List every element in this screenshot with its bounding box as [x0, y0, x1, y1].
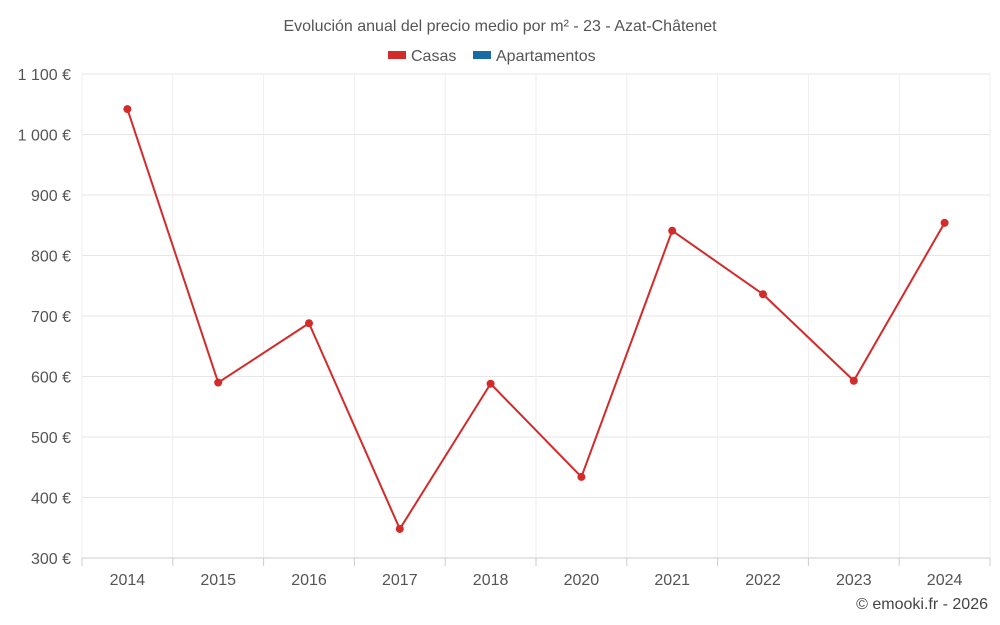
- legend-swatch-apartamentos: [473, 51, 491, 59]
- x-tick-label: 2020: [564, 572, 600, 589]
- credit-text: © emooki.fr - 2026: [856, 596, 988, 613]
- data-point-casas-2023[interactable]: [849, 376, 858, 385]
- y-tick-label: 300 €: [31, 551, 71, 568]
- data-point-casas-2024[interactable]: [940, 218, 949, 227]
- data-point-casas-2014[interactable]: [123, 105, 132, 114]
- grid: [81, 73, 991, 558]
- y-tick-label: 900 €: [31, 188, 71, 205]
- x-tick-label: 2023: [836, 572, 872, 589]
- legend-item-apartamentos[interactable]: Apartamentos: [473, 48, 596, 65]
- series-line-casas: [126, 108, 946, 530]
- x-tick-label: 2021: [654, 572, 690, 589]
- x-tick-label: 2024: [927, 572, 963, 589]
- legend-label-apartamentos: Apartamentos: [496, 48, 596, 65]
- data-point-casas-2016[interactable]: [305, 319, 313, 328]
- y-tick-label: 400 €: [31, 491, 71, 508]
- x-tick-label: 2015: [200, 572, 236, 589]
- y-tick-label: 1 100 €: [18, 67, 71, 84]
- legend-label-casas: Casas: [411, 48, 456, 65]
- y-axis: 300 € 400 € 500 € 600 € 700 € 800 € 900 € 1 000…: [18, 67, 71, 568]
- data-point-casas-2022[interactable]: [759, 290, 767, 299]
- data-point-casas-2015[interactable]: [214, 378, 223, 387]
- y-tick-label: 500 €: [31, 430, 71, 447]
- y-tick-label: 700 €: [31, 309, 71, 326]
- y-tick-label: 1 000 €: [18, 128, 71, 145]
- data-point-casas-2018[interactable]: [486, 379, 495, 388]
- legend: Casas Apartamentos: [388, 48, 596, 65]
- legend-item-casas[interactable]: Casas: [388, 48, 456, 65]
- x-tick-label: 2016: [291, 572, 327, 589]
- legend-swatch-casas: [388, 51, 406, 59]
- data-point-casas-2017[interactable]: [395, 524, 404, 533]
- series-casas: [123, 105, 949, 533]
- data-point-casas-2021[interactable]: [668, 226, 677, 235]
- data-point-casas-2020[interactable]: [577, 472, 586, 481]
- x-tick-label: 2018: [473, 572, 509, 589]
- x-tick-label: 2017: [382, 572, 418, 589]
- chart-title: Evolución anual del precio medio por m² …: [283, 18, 717, 35]
- x-tick-label: 2022: [745, 572, 781, 589]
- y-tick-label: 600 €: [31, 370, 71, 387]
- y-tick-label: 800 €: [31, 249, 71, 266]
- x-axis: 2014 2015 2016 2017 2018 2020 2021 2022 2023 2024: [81, 557, 991, 589]
- x-tick-label: 2014: [110, 572, 146, 589]
